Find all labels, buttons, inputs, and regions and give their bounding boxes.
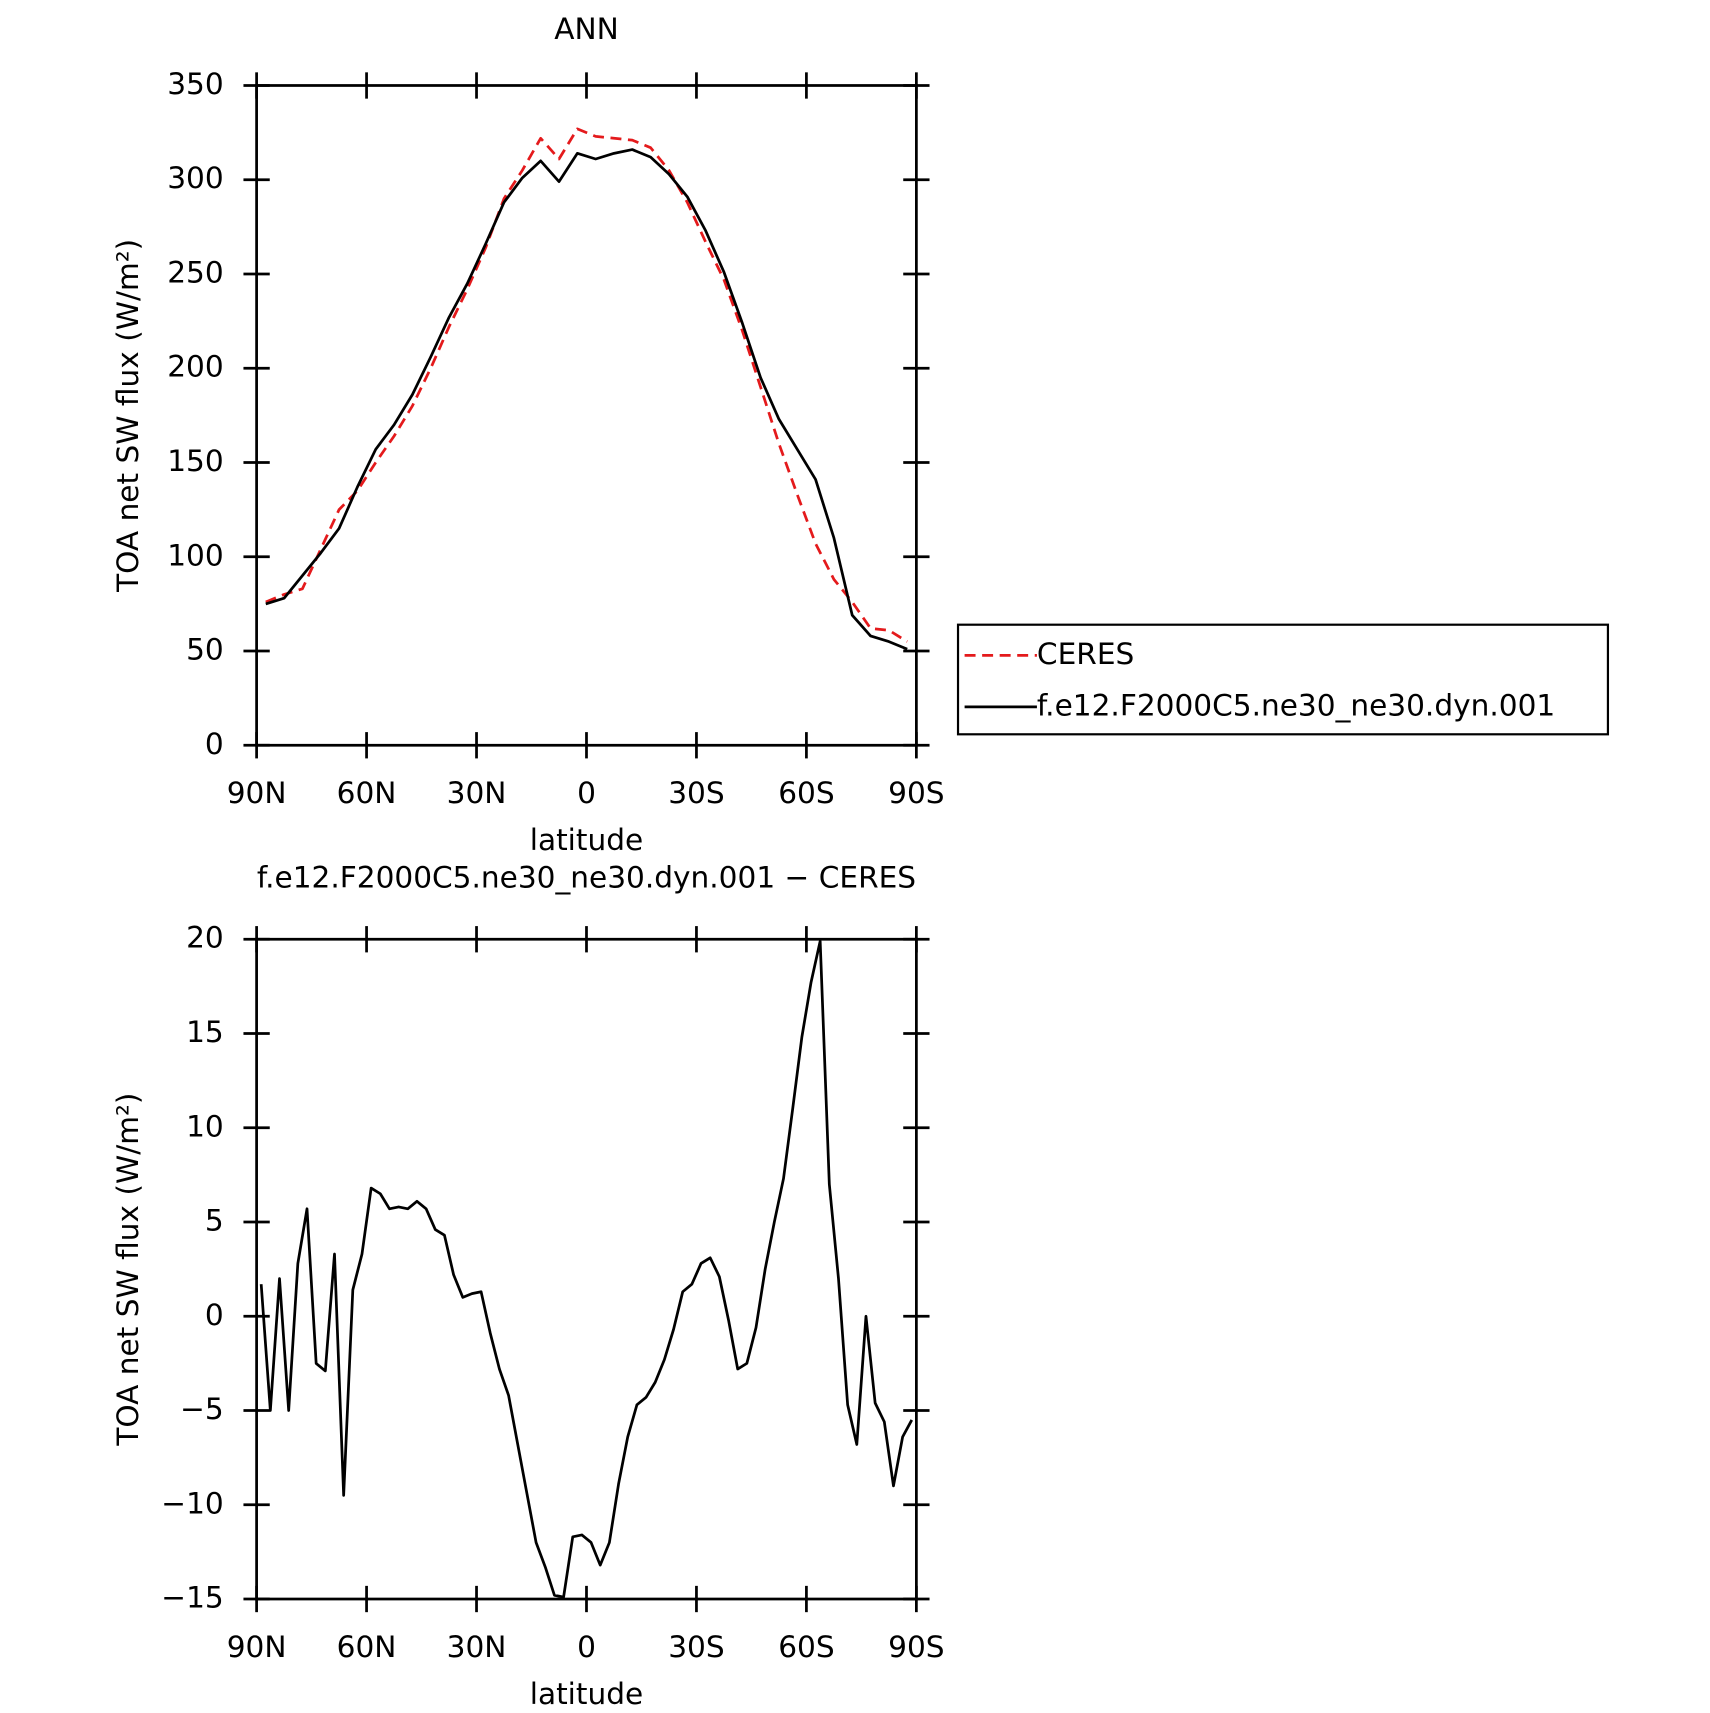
y-tick-label: 10 — [186, 1109, 224, 1143]
x-tick-label: 0 — [577, 1630, 596, 1664]
x-tick-label: 60S — [778, 776, 834, 810]
chart-title: ANN — [554, 12, 619, 46]
x-tick-label: 60N — [337, 776, 397, 810]
y-axis-label: TOA net SW flux (W/m²) — [111, 1093, 145, 1447]
x-axis-label: latitude — [530, 823, 643, 857]
x-tick-label: 0 — [577, 776, 596, 810]
plot-frame — [255, 937, 918, 1601]
y-tick-label: −5 — [180, 1392, 224, 1426]
y-axis-label: TOA net SW flux (W/m²) — [111, 239, 145, 593]
x-tick-label: 30S — [668, 776, 724, 810]
y-tick-label: 20 — [186, 921, 224, 955]
y-tick-label: 200 — [167, 350, 223, 384]
x-tick-label: 90S — [888, 776, 944, 810]
y-tick-label: 300 — [167, 161, 223, 195]
x-tick-label: 60S — [778, 1630, 834, 1664]
chart-title: f.e12.F2000C5.ne30_ne30.dyn.001 − CERES — [257, 860, 916, 894]
y-tick-label: 0 — [205, 727, 224, 761]
x-tick-label: 30N — [447, 776, 507, 810]
y-tick-label: 15 — [186, 1015, 224, 1049]
legend-label: CERES — [1037, 637, 1134, 671]
x-tick-label: 30N — [447, 1630, 507, 1664]
y-tick-label: 150 — [167, 444, 223, 478]
x-tick-label: 60N — [337, 1630, 397, 1664]
x-axis-label: latitude — [530, 1677, 643, 1711]
y-tick-label: 50 — [186, 633, 224, 667]
y-tick-label: 250 — [167, 255, 223, 289]
data-line — [265, 127, 908, 643]
plot-frame — [255, 84, 918, 747]
data-line — [265, 148, 908, 651]
x-tick-label: 90S — [888, 1630, 944, 1664]
legend-label: f.e12.F2000C5.ne30_ne30.dyn.001 — [1037, 688, 1555, 722]
x-tick-label: 90N — [227, 1630, 287, 1664]
x-tick-label: 30S — [668, 1630, 724, 1664]
y-tick-label: 0 — [205, 1298, 224, 1332]
x-tick-label: 90N — [227, 776, 287, 810]
y-tick-label: −15 — [161, 1581, 223, 1615]
y-tick-label: 5 — [205, 1204, 224, 1238]
y-tick-label: −10 — [161, 1486, 223, 1520]
y-tick-label: 350 — [167, 67, 223, 101]
data-line — [259, 939, 913, 1599]
y-tick-label: 100 — [167, 538, 223, 572]
legend-box — [956, 623, 1610, 736]
